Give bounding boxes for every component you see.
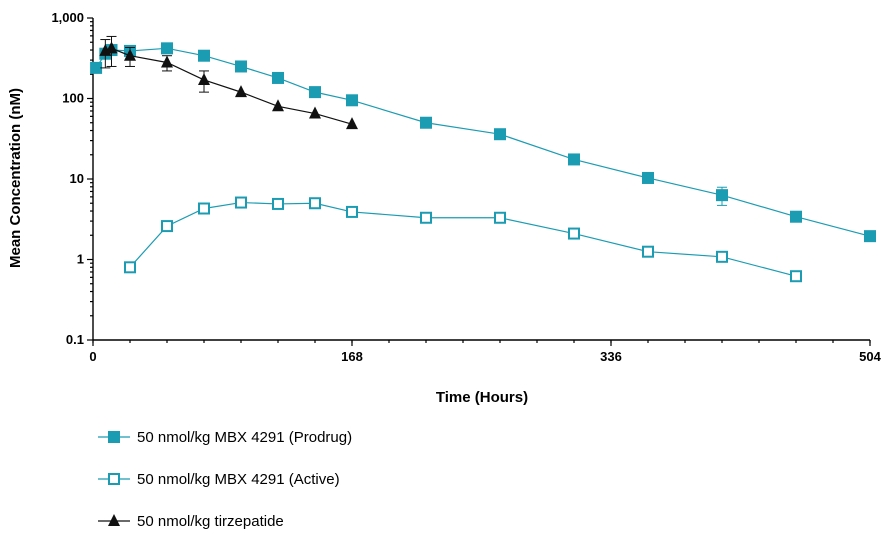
legend-marker xyxy=(108,431,120,443)
legend-label: 50 nmol/kg MBX 4291 (Active) xyxy=(137,471,340,488)
x-tick-label: 504 xyxy=(859,349,881,364)
data-point xyxy=(494,128,506,141)
data-point xyxy=(161,220,173,233)
axes-group: 0.1 1 10 100 1,000 0 168 336 504 xyxy=(51,10,881,364)
data-point xyxy=(235,85,247,98)
data-point xyxy=(105,41,118,54)
data-point xyxy=(161,55,173,68)
series-line-prodrug xyxy=(95,47,871,237)
data-point xyxy=(235,60,247,73)
data-point xyxy=(346,117,358,130)
data-point xyxy=(272,99,284,112)
legend-marker xyxy=(108,514,120,526)
legend-item-tirzepatide: 50 nmol/kg tirzepatide xyxy=(98,513,284,530)
data-point xyxy=(198,72,210,85)
data-point xyxy=(90,61,103,74)
x-tick-label: 168 xyxy=(341,349,363,364)
x-tick-label: 336 xyxy=(600,349,622,364)
data-point xyxy=(420,116,432,129)
series-tirzepatide xyxy=(99,35,358,130)
data-point xyxy=(161,42,173,55)
y-axis-title: Mean Concentration (nM) xyxy=(7,88,24,268)
legend-marker xyxy=(108,473,120,485)
data-point xyxy=(420,211,432,224)
data-point xyxy=(568,153,580,166)
data-point xyxy=(346,94,358,107)
data-point xyxy=(235,196,247,209)
legend: 50 nmol/kg MBX 4291 (Prodrug) 50 nmol/kg … xyxy=(98,429,352,530)
data-point xyxy=(309,106,321,119)
data-point xyxy=(790,210,802,223)
series-active xyxy=(124,196,802,283)
data-point xyxy=(309,86,321,99)
data-point xyxy=(124,48,136,61)
data-point xyxy=(309,197,321,210)
data-point xyxy=(124,261,136,274)
data-point xyxy=(716,250,728,263)
x-axis-title: Time (Hours) xyxy=(436,389,528,406)
data-point xyxy=(716,189,728,202)
data-point xyxy=(790,270,802,283)
data-point xyxy=(272,197,284,210)
y-tick-label: 1,000 xyxy=(51,10,84,25)
data-point xyxy=(272,71,284,84)
data-point xyxy=(642,245,654,258)
legend-label: 50 nmol/kg tirzepatide xyxy=(137,513,284,530)
data-point xyxy=(346,205,358,218)
y-tick-label: 100 xyxy=(62,91,84,106)
y-tick-label: 1 xyxy=(77,252,84,267)
legend-item-prodrug: 50 nmol/kg MBX 4291 (Prodrug) xyxy=(98,429,352,446)
y-tick-label: 10 xyxy=(70,171,84,186)
y-tick-label: 0.1 xyxy=(66,332,84,347)
series-group xyxy=(90,35,876,283)
x-tick-label: 0 xyxy=(89,349,96,364)
data-point xyxy=(568,227,580,240)
data-point xyxy=(494,211,506,224)
data-point xyxy=(864,230,876,243)
data-point xyxy=(198,202,210,215)
data-point xyxy=(198,49,210,62)
series-line-active xyxy=(129,201,797,277)
legend-label: 50 nmol/kg MBX 4291 (Prodrug) xyxy=(137,429,352,446)
data-point xyxy=(642,171,654,184)
legend-item-active: 50 nmol/kg MBX 4291 (Active) xyxy=(98,471,340,488)
